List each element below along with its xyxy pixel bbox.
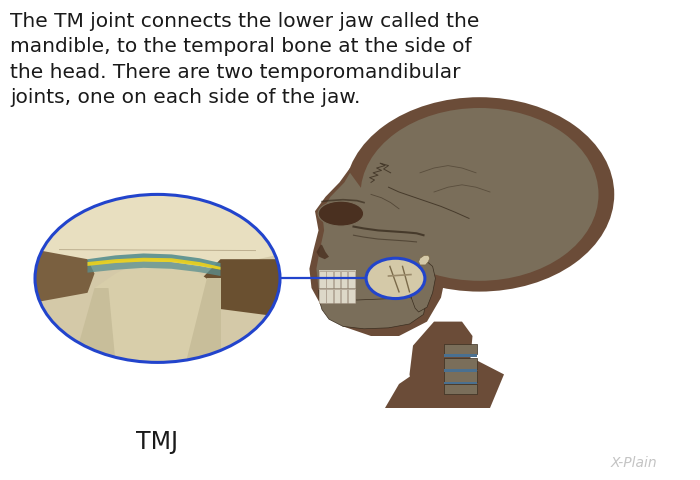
Ellipse shape xyxy=(318,201,364,226)
Bar xyxy=(349,289,355,303)
Text: The TM joint connects the lower jaw called the
mandible, to the temporal bone at: The TM joint connects the lower jaw call… xyxy=(10,12,480,107)
Polygon shape xyxy=(316,173,430,326)
Bar xyxy=(326,271,332,288)
Polygon shape xyxy=(193,259,280,317)
Polygon shape xyxy=(385,360,504,408)
Polygon shape xyxy=(412,262,435,312)
Polygon shape xyxy=(88,253,220,270)
Bar xyxy=(444,369,477,372)
Bar xyxy=(341,271,347,288)
Polygon shape xyxy=(186,278,220,362)
Bar xyxy=(334,271,340,288)
Bar xyxy=(444,371,477,382)
Bar xyxy=(444,382,477,384)
Bar xyxy=(341,289,347,303)
Bar xyxy=(319,271,326,288)
Bar xyxy=(444,384,477,394)
Circle shape xyxy=(35,194,280,362)
Polygon shape xyxy=(94,259,220,362)
Polygon shape xyxy=(410,322,473,394)
Polygon shape xyxy=(88,261,220,276)
Bar xyxy=(444,354,477,357)
Polygon shape xyxy=(318,290,426,329)
Polygon shape xyxy=(309,168,448,336)
Polygon shape xyxy=(419,255,430,265)
Bar xyxy=(334,289,340,303)
Bar xyxy=(326,289,332,303)
Polygon shape xyxy=(316,245,329,259)
Bar xyxy=(349,271,355,288)
Polygon shape xyxy=(74,288,116,362)
Bar xyxy=(319,289,326,303)
Ellipse shape xyxy=(360,108,598,281)
Circle shape xyxy=(366,258,425,299)
Bar xyxy=(444,344,477,354)
Bar xyxy=(319,270,356,288)
Ellipse shape xyxy=(345,97,615,292)
Polygon shape xyxy=(35,250,94,302)
Text: X-Plain: X-Plain xyxy=(610,456,657,470)
Bar xyxy=(444,358,477,369)
Text: TMJ: TMJ xyxy=(136,430,178,454)
Bar xyxy=(319,289,356,303)
Polygon shape xyxy=(35,194,280,269)
Polygon shape xyxy=(88,258,220,270)
